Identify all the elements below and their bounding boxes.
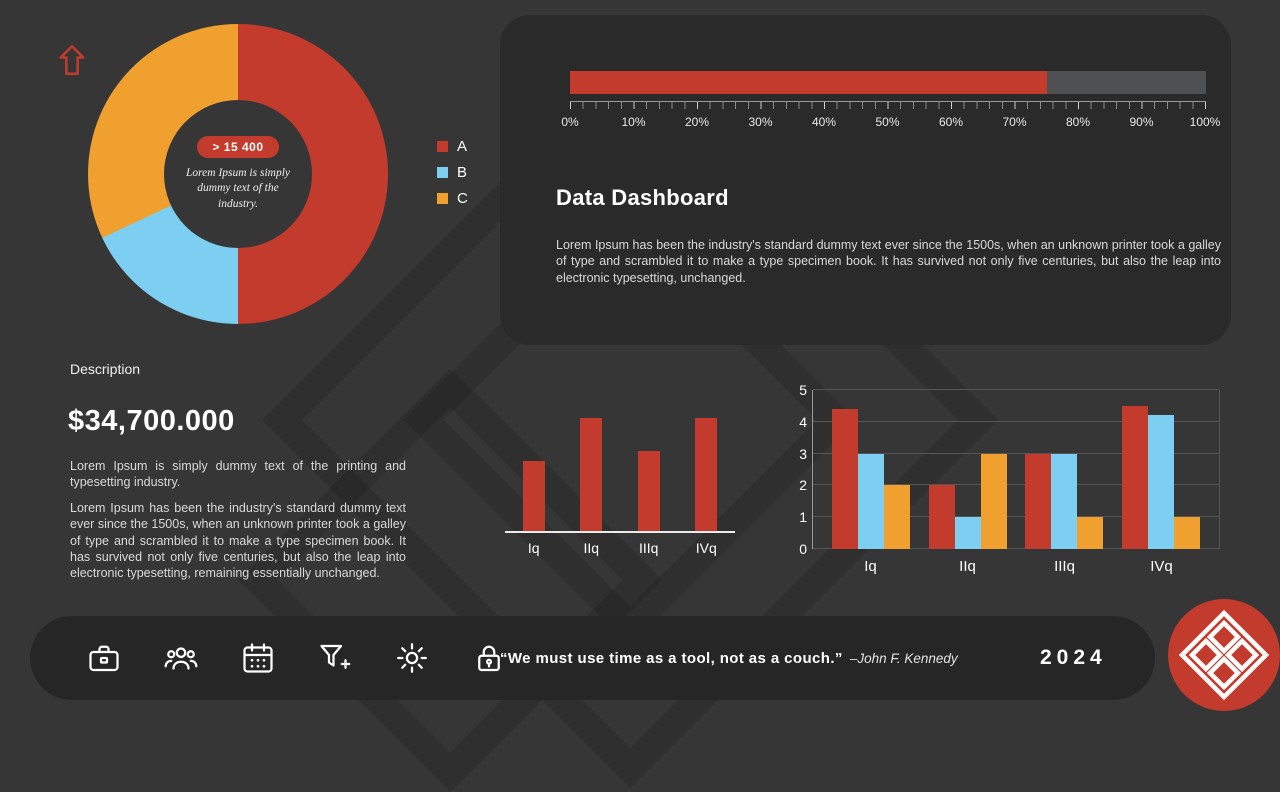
bar-blue [1051,454,1078,549]
scale-label: 70% [1002,115,1027,129]
briefcase-icon [86,640,122,676]
donut-chart: > 15 400 Lorem Ipsum is simply dummy tex… [88,24,388,324]
bar-orange [980,454,1007,549]
calendar-icon [240,640,276,676]
legend-label: C [457,190,468,207]
bar-group [832,409,911,549]
y-axis-label: 1 [799,509,807,525]
gridline [813,516,1219,517]
scale-label: 30% [748,115,773,129]
lock-icon [471,640,507,676]
y-axis-label: 5 [799,382,807,398]
gridline [813,484,1219,485]
description-paragraph-2: Lorem Ipsum has been the industry's stan… [70,501,406,580]
legend-item: A [437,138,468,155]
donut-center-text: Lorem Ipsum is simply dummy text of the … [185,166,291,210]
scale-label: 90% [1129,115,1154,129]
y-axis-label: 0 [799,541,807,557]
category-label: IIIq [639,540,659,556]
footer-icons [86,616,507,700]
bar-red [832,409,859,549]
bar-IVq [695,418,718,531]
bar-blue [954,517,981,549]
scale-label: 40% [811,115,837,129]
bar-red [928,485,955,549]
up-arrow-icon [57,42,87,83]
bar-IIq [580,418,603,531]
category-label: IIq [583,540,600,556]
amount-value: $34,700.000 [68,405,235,437]
gridline [813,548,1219,549]
description-label: Description [70,361,141,377]
category-label: Iq [527,540,540,556]
y-axis-label: 4 [799,414,807,430]
grouped-bar-groups [813,390,1219,549]
year-label: 2024 [1040,646,1107,669]
category-label: IVq [1150,558,1173,575]
scale-label: 100% [1189,115,1221,129]
legend-swatch [437,193,448,204]
panel-title: Data Dashboard [556,185,729,210]
small-bar-bars [505,403,735,531]
legend-swatch [437,141,448,152]
gridline [813,421,1219,422]
category-label: IIq [959,558,976,575]
footer-bar: “We must use time as a tool, not as a co… [30,616,1155,700]
brand-logo [1168,599,1280,711]
bar-blue [858,454,885,549]
quote-attribution: –John F. Kennedy [849,650,958,666]
legend-item: C [437,190,468,207]
quote-text: “We must use time as a tool, not as a co… [500,649,843,667]
bar-blue [1147,415,1174,549]
gear-icon [394,640,430,676]
description-paragraph-1: Lorem Ipsum is simply dummy text of the … [70,459,406,490]
users-icon [163,640,199,676]
progress-ruler [570,101,1206,109]
bar-Iq [522,461,545,531]
legend-label: A [457,138,468,155]
category-label: IIIq [1054,558,1075,575]
small-bar-baseline [505,531,735,533]
bar-orange [1077,517,1104,549]
bar-red [1121,406,1148,549]
grouped-bar-categories: Iq IIq IIIq IVq [812,558,1220,575]
legend-swatch [437,167,448,178]
scale-label: 80% [1065,115,1091,129]
bar-IIIq [637,451,660,531]
gridline [813,389,1219,390]
donut-badge: > 15 400 [197,135,279,158]
progress-bar [570,71,1206,94]
y-axis-label: 2 [799,477,807,493]
gridline [813,453,1219,454]
bar-group [1025,454,1104,549]
scale-label: 50% [875,115,900,129]
small-bar-chart: Iq IIq IIIq IVq [505,403,735,556]
donut-center: > 15 400 Lorem Ipsum is simply dummy tex… [164,100,312,248]
bar-group [1121,406,1200,549]
funnel-add-icon [317,640,353,676]
legend-label: B [457,164,468,181]
bar-red [1025,454,1052,549]
dashboard-panel: 0% 10% 20% 30% 40% 50% 60% 70% 80% 90% 100% Data D… [500,15,1231,345]
progress-scale: 0% 10% 20% 30% 40% 50% 60% 70% 80% 90% 100% [550,115,1225,129]
category-label: Iq [864,558,877,575]
progress-fill [570,71,1047,94]
y-axis-label: 3 [799,446,807,462]
scale-label: 0% [561,115,579,129]
small-bar-labels: Iq IIq IIIq IVq [505,540,735,556]
scale-label: 20% [684,115,710,129]
category-label: IVq [695,540,717,556]
scale-label: 10% [621,115,646,129]
bar-orange [1173,517,1200,549]
panel-body-text: Lorem Ipsum has been the industry's stan… [556,238,1221,285]
bar-orange [884,485,911,549]
grouped-bar-plot: 0 1 2 3 4 5 [799,382,1220,557]
legend-item: B [437,164,468,181]
bar-group [928,454,1007,549]
scale-label: 60% [938,115,964,129]
grouped-bar-chart: 0 1 2 3 4 5 Iq IIq IIIq IVq [799,382,1220,575]
